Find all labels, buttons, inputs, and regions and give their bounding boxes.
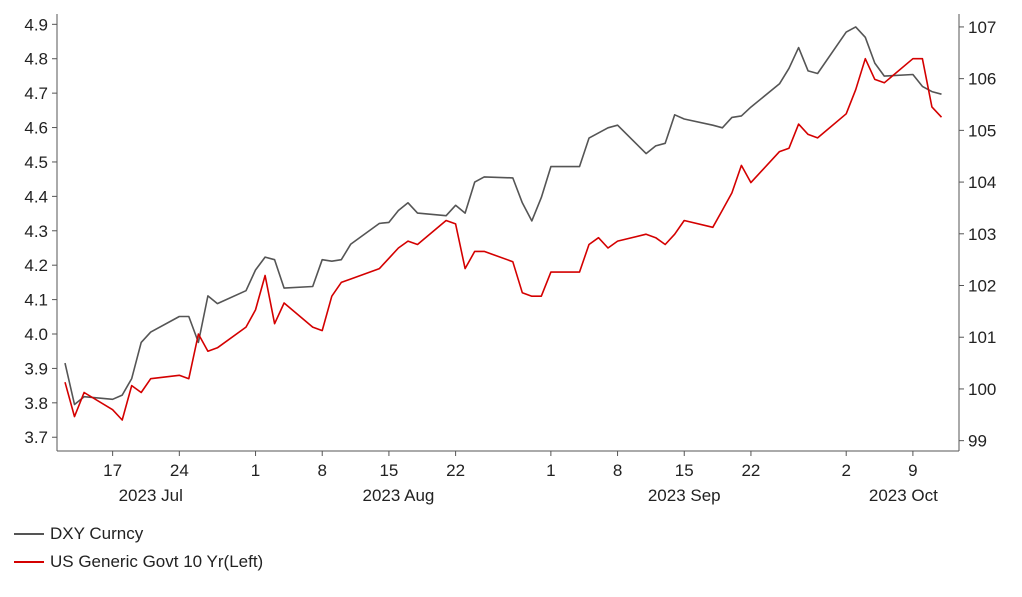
- x-tick-label: 8: [317, 461, 326, 480]
- x-tick-label: 2: [841, 461, 850, 480]
- right-tick-label: 100: [968, 380, 996, 399]
- left-tick-label: 4.7: [24, 84, 48, 103]
- legend-item-dxy: DXY Curncy: [14, 520, 263, 548]
- right-tick-label: 102: [968, 277, 996, 296]
- left-tick-label: 4.8: [24, 50, 48, 69]
- x-tick-label: 15: [675, 461, 694, 480]
- legend: DXY Curncy US Generic Govt 10 Yr(Left): [14, 520, 263, 576]
- left-tick-label: 4.2: [24, 256, 48, 275]
- x-tick-label: 9: [908, 461, 917, 480]
- legend-label-us10y: US Generic Govt 10 Yr(Left): [50, 552, 264, 571]
- month-labels: 2023 Jul 2023 Aug 2023 Sep 2023 Oct: [119, 486, 939, 505]
- right-tick-label: 104: [968, 173, 996, 192]
- right-axis-ticks: 99 100 101 102 103 104 105 106 107: [959, 18, 996, 451]
- left-tick-label: 4.3: [24, 222, 48, 241]
- x-tick-label: 1: [546, 461, 555, 480]
- left-tick-label: 4.6: [24, 119, 48, 138]
- right-tick-label: 106: [968, 70, 996, 89]
- left-tick-label: 3.9: [24, 359, 48, 378]
- left-tick-label: 4.5: [24, 153, 48, 172]
- legend-label-dxy: DXY Curncy: [50, 524, 144, 543]
- left-tick-label: 3.8: [24, 394, 48, 413]
- left-tick-label: 3.7: [24, 428, 48, 447]
- month-label: 2023 Aug: [363, 486, 435, 505]
- series-line-dxy: [64, 26, 942, 406]
- x-tick-label: 22: [741, 461, 760, 480]
- x-tick-label: 8: [613, 461, 622, 480]
- left-axis-ticks: 3.7 3.8 3.9 4.0 4.1 4.2 4.3 4.4 4.5 4.6 4.7 4.8 4.9: [24, 15, 57, 447]
- right-tick-label: 99: [968, 432, 987, 451]
- x-tick-label: 17: [103, 461, 122, 480]
- series-line-us10y: [64, 57, 943, 421]
- x-tick-label: 1: [251, 461, 260, 480]
- left-tick-label: 4.0: [24, 325, 48, 344]
- x-tick-label: 22: [446, 461, 465, 480]
- x-axis-ticks: 17 24 1 8 15 22 1 8 15 22 2 9: [103, 451, 918, 480]
- right-tick-label: 107: [968, 18, 996, 37]
- legend-swatch-dxy: [14, 533, 44, 535]
- left-tick-label: 4.4: [24, 187, 48, 206]
- right-tick-label: 101: [968, 328, 996, 347]
- x-tick-label: 15: [379, 461, 398, 480]
- legend-swatch-us10y: [14, 561, 44, 563]
- right-tick-label: 105: [968, 121, 996, 140]
- x-tick-label: 24: [170, 461, 189, 480]
- legend-item-us10y: US Generic Govt 10 Yr(Left): [14, 548, 263, 576]
- month-label: 2023 Oct: [869, 486, 938, 505]
- left-tick-label: 4.1: [24, 291, 48, 310]
- left-tick-label: 4.9: [24, 15, 48, 34]
- right-tick-label: 103: [968, 225, 996, 244]
- series-lines: [64, 26, 943, 421]
- month-label: 2023 Jul: [119, 486, 183, 505]
- month-label: 2023 Sep: [648, 486, 721, 505]
